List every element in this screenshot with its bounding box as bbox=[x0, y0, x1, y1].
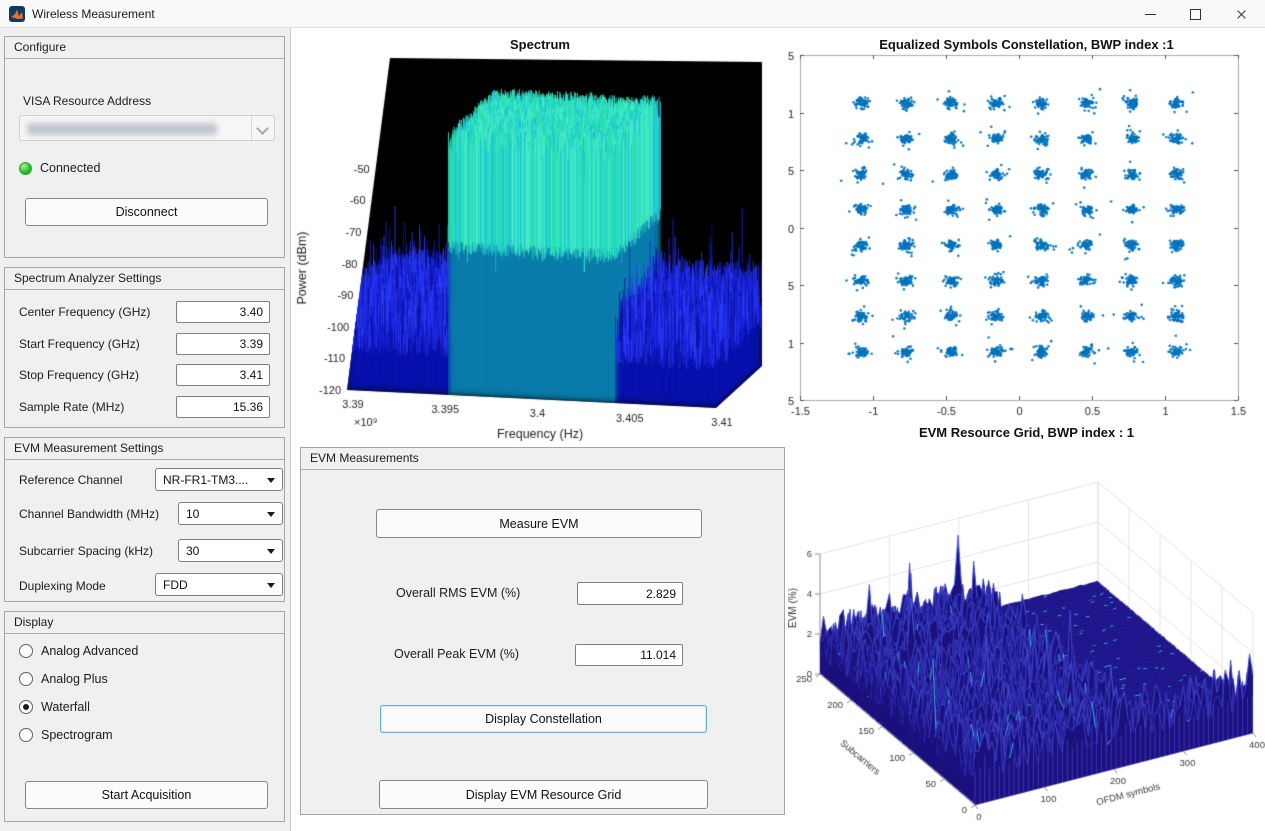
title-bar: Wireless Measurement bbox=[0, 0, 1265, 28]
duplexing-mode-value: FDD bbox=[163, 577, 188, 592]
sample-rate-input[interactable]: 15.36 bbox=[176, 396, 270, 418]
channel-bandwidth-value: 10 bbox=[186, 506, 200, 521]
display-evm-resource-grid-button[interactable]: Display EVM Resource Grid bbox=[379, 780, 708, 809]
stop-frequency-label: Stop Frequency (GHz) bbox=[19, 368, 140, 382]
dropdown-arrow-icon bbox=[267, 511, 275, 517]
subcarrier-spacing-dropdown[interactable]: 30 bbox=[178, 539, 283, 562]
radio-label: Spectrogram bbox=[41, 728, 113, 742]
spectrum-waterfall-plot bbox=[292, 30, 788, 442]
radio-label: Waterfall bbox=[41, 700, 90, 714]
evm-measurements-title: EVM Measurements bbox=[301, 448, 784, 470]
constellation-plot bbox=[788, 28, 1265, 430]
reference-channel-value: NR-FR1-TM3.... bbox=[163, 472, 249, 487]
close-icon bbox=[1236, 9, 1247, 20]
rms-evm-value[interactable]: 2.829 bbox=[577, 582, 683, 605]
center-frequency-input[interactable]: 3.40 bbox=[176, 301, 270, 323]
radio-icon bbox=[19, 700, 33, 714]
minimize-button[interactable] bbox=[1128, 0, 1173, 28]
evm-settings-title: EVM Measurement Settings bbox=[5, 438, 284, 460]
subcarrier-spacing-value: 30 bbox=[186, 543, 200, 558]
display-constellation-button[interactable]: Display Constellation bbox=[380, 705, 707, 733]
evm-measurements-panel: EVM Measurements Measure EVM Overall RMS… bbox=[300, 447, 785, 815]
sample-rate-label: Sample Rate (MHz) bbox=[19, 400, 125, 414]
display-panel-title: Display bbox=[5, 612, 284, 634]
radio-icon bbox=[19, 672, 33, 686]
configure-panel-title: Configure bbox=[5, 37, 284, 59]
reference-channel-dropdown[interactable]: NR-FR1-TM3.... bbox=[155, 468, 283, 491]
radio-icon bbox=[19, 728, 33, 742]
window-title: Wireless Measurement bbox=[32, 7, 155, 21]
duplexing-mode-label: Duplexing Mode bbox=[19, 579, 106, 593]
spectrum-settings-title: Spectrum Analyzer Settings bbox=[5, 268, 284, 290]
connection-status-label: Connected bbox=[40, 161, 101, 175]
peak-evm-value[interactable]: 11.014 bbox=[575, 644, 683, 666]
radio-analog-advanced[interactable]: Analog Advanced bbox=[19, 644, 138, 658]
maximize-icon bbox=[1190, 8, 1201, 20]
sidebar-divider bbox=[290, 28, 291, 831]
app-icon bbox=[9, 6, 25, 22]
reference-channel-label: Reference Channel bbox=[19, 473, 123, 487]
visa-dropdown-arrow-icon bbox=[251, 116, 274, 140]
dropdown-arrow-icon bbox=[267, 582, 275, 588]
disconnect-button[interactable]: Disconnect bbox=[25, 198, 268, 226]
evm-resource-grid-plot bbox=[788, 432, 1265, 831]
subcarrier-spacing-label: Subcarrier Spacing (kHz) bbox=[19, 544, 154, 558]
configure-panel: Configure VISA Resource Address Connecte… bbox=[4, 36, 285, 258]
measure-evm-button[interactable]: Measure EVM bbox=[376, 509, 702, 538]
radio-analog-plus[interactable]: Analog Plus bbox=[19, 672, 108, 686]
start-frequency-input[interactable]: 3.39 bbox=[176, 333, 270, 355]
visa-address-dropdown[interactable] bbox=[19, 115, 275, 141]
start-acquisition-button[interactable]: Start Acquisition bbox=[25, 781, 268, 809]
connected-lamp-icon bbox=[19, 161, 32, 175]
minimize-icon bbox=[1145, 13, 1156, 15]
connection-status: Connected bbox=[19, 161, 100, 175]
maximize-button[interactable] bbox=[1173, 0, 1218, 28]
center-frequency-label: Center Frequency (GHz) bbox=[19, 305, 151, 319]
display-panel: Display Analog Advanced Analog Plus Wate… bbox=[4, 611, 285, 822]
visa-address-redacted bbox=[27, 123, 217, 135]
close-button[interactable] bbox=[1218, 0, 1265, 28]
channel-bandwidth-dropdown[interactable]: 10 bbox=[178, 502, 283, 525]
stop-frequency-input[interactable]: 3.41 bbox=[176, 364, 270, 386]
radio-spectrogram[interactable]: Spectrogram bbox=[19, 728, 113, 742]
dropdown-arrow-icon bbox=[267, 477, 275, 483]
peak-evm-label: Overall Peak EVM (%) bbox=[394, 647, 520, 661]
radio-label: Analog Advanced bbox=[41, 644, 139, 658]
dropdown-arrow-icon bbox=[267, 548, 275, 554]
channel-bandwidth-label: Channel Bandwidth (MHz) bbox=[19, 507, 160, 521]
visa-address-label: VISA Resource Address bbox=[23, 94, 152, 108]
rms-evm-label: Overall RMS EVM (%) bbox=[396, 586, 521, 600]
radio-waterfall[interactable]: Waterfall bbox=[19, 700, 90, 714]
duplexing-mode-dropdown[interactable]: FDD bbox=[155, 573, 283, 596]
evm-settings-panel: EVM Measurement Settings Reference Chann… bbox=[4, 437, 285, 602]
radio-icon bbox=[19, 644, 33, 658]
spectrum-settings-panel: Spectrum Analyzer Settings Center Freque… bbox=[4, 267, 285, 428]
radio-label: Analog Plus bbox=[41, 672, 108, 686]
start-frequency-label: Start Frequency (GHz) bbox=[19, 337, 140, 351]
